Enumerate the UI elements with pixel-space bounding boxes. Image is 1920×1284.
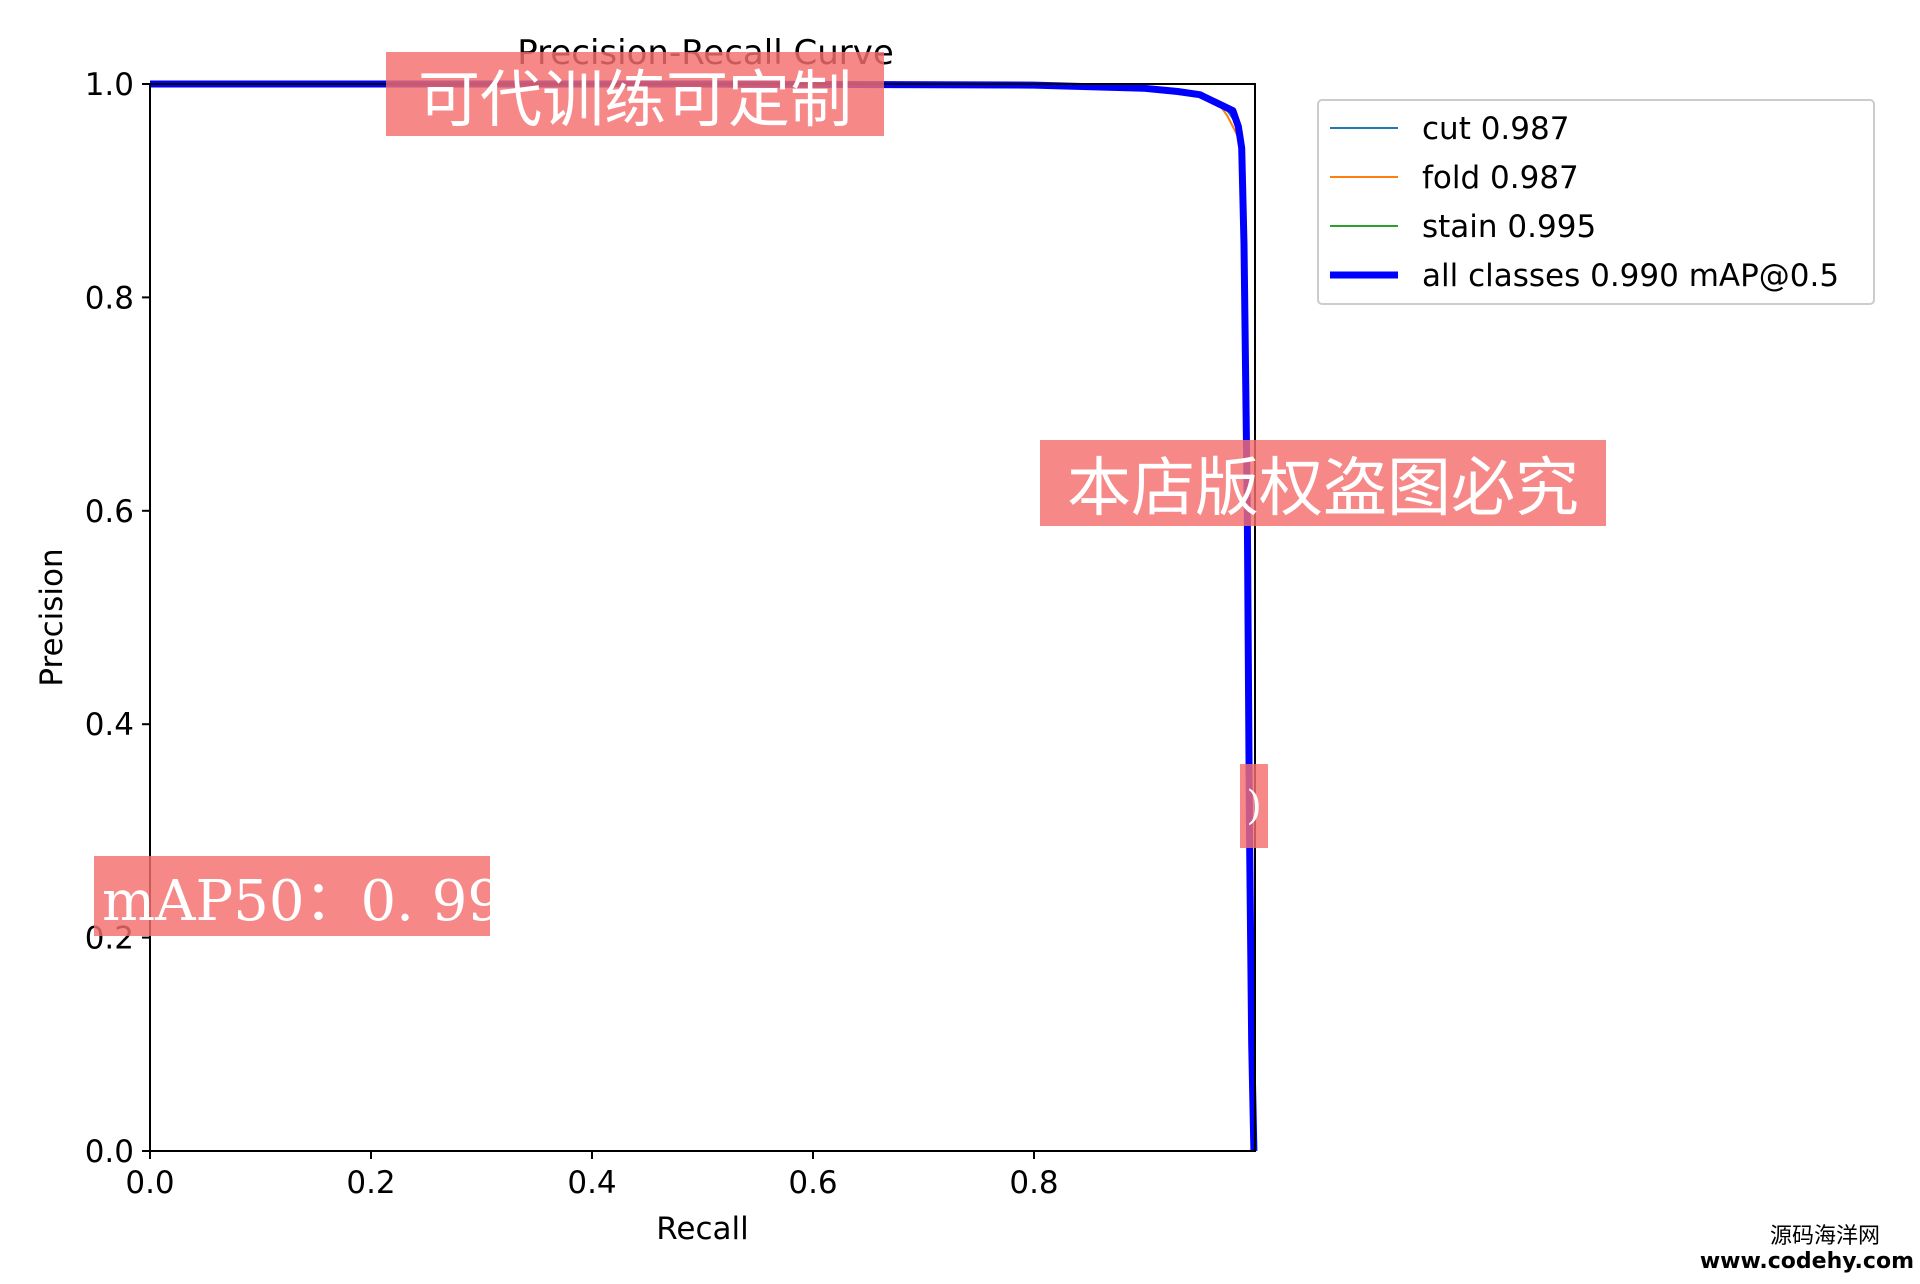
y-tick-label: 0.4 <box>85 707 134 743</box>
y-tick-label: 0.8 <box>85 280 134 316</box>
legend-label-4: all classes 0.990 mAP@0.5 <box>1422 258 1839 294</box>
legend-label-3: stain 0.995 <box>1422 209 1596 245</box>
series-line-2 <box>150 83 1256 1152</box>
watermark-middle: 本店版权盗图必究 <box>1040 440 1606 526</box>
x-tick-label: 0.6 <box>788 1165 837 1201</box>
series-line-3 <box>150 83 1256 1151</box>
watermark-fragment: ) <box>1240 764 1268 848</box>
x-tick-label: 0.0 <box>125 1165 174 1201</box>
y-tick-label: 0.6 <box>85 494 134 530</box>
legend-box <box>1317 99 1875 305</box>
legend-label-2: fold 0.987 <box>1422 160 1579 196</box>
watermark-top: 可代训练可定制 <box>386 52 884 136</box>
legend-label-1: cut 0.987 <box>1422 111 1569 147</box>
x-tick-label: 0.2 <box>346 1165 395 1201</box>
plot-frame <box>149 83 1256 1152</box>
series-line-4 <box>150 80 1258 1152</box>
x-axis-label: Recall <box>656 1211 749 1247</box>
y-axis-label: Precision <box>34 548 70 686</box>
site-url: www.codehy.com <box>1699 1249 1914 1274</box>
y-tick-label: 1.0 <box>85 67 134 103</box>
x-tick-label: 0.4 <box>567 1165 616 1201</box>
y-tick-label: 0.0 <box>85 1134 134 1170</box>
x-tick-label: 0.8 <box>1009 1165 1058 1201</box>
site-name: 源码海洋网 <box>1769 1224 1880 1249</box>
series-line-1 <box>150 83 1256 1152</box>
watermark-metric: mAP50：0. 99 <box>94 856 503 936</box>
